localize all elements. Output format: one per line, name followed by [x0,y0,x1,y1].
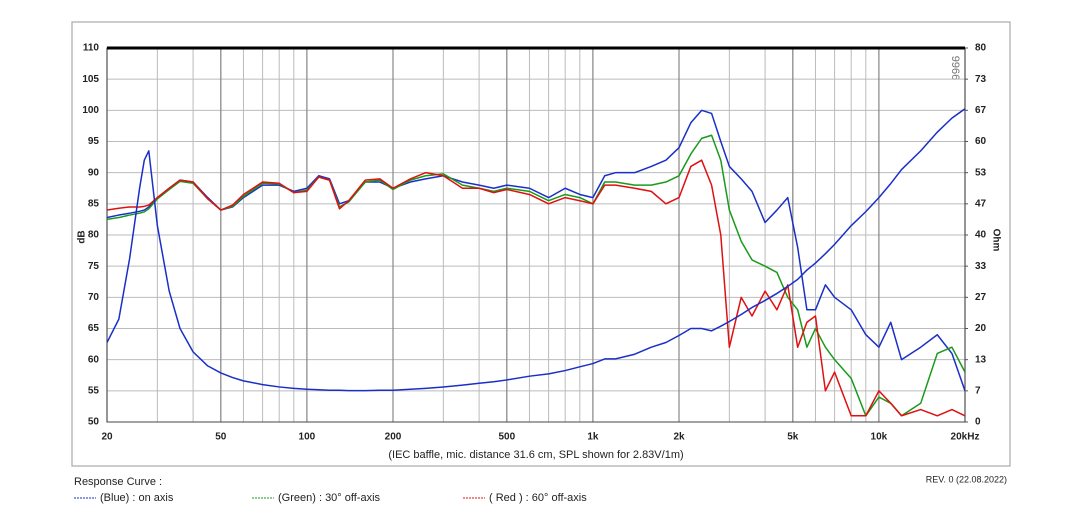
legend-label: ( Red ) : 60° off-axis [489,492,587,504]
series-line [107,109,965,392]
y2-tick-label: 80 [975,43,987,54]
y2-tick-label: 73 [975,74,987,85]
x-tick-label: 20 [101,432,113,443]
x-tick-label: 5k [787,432,799,443]
y-tick-label: 70 [88,292,100,303]
caption: (IEC baffle, mic. distance 31.6 cm, SPL … [388,449,683,461]
series-line [107,134,965,417]
x-tick-label: 100 [299,432,316,443]
legend-label: (Blue) : on axis [100,492,174,504]
y2-tick-label: 13 [975,354,987,365]
y-tick-label: 105 [82,74,99,85]
x-tick-label: 500 [498,432,515,443]
y-tick-label: 55 [88,385,100,396]
y-tick-label: 90 [88,167,100,178]
y-tick-label: 110 [83,43,100,54]
y2-tick-label: 20 [975,323,987,334]
y-tick-label: 95 [88,136,100,147]
y-tick-label: 100 [82,105,99,116]
y2-tick-label: 47 [975,198,987,209]
series-line [107,159,965,417]
frame [71,21,1011,467]
revision: REV. 0 (22.08.2022) [926,474,1007,484]
series-line [107,108,965,392]
y-tick-label: 85 [88,198,100,209]
y2-axis-label: Ohm [990,229,1001,252]
y2-tick-label: 40 [975,230,987,241]
y2-tick-label: 0 [975,417,981,428]
y-tick-label: 75 [88,261,100,272]
legend-label: (Green) : 30° off-axis [278,492,381,504]
y2-tick-label: 67 [975,105,987,116]
y-axis-label: dB [77,230,88,243]
y-tick-label: 65 [88,323,100,334]
x-tick-label: 2k [673,432,685,443]
x-tick-label: 20kHz [951,432,980,443]
plot-area [107,108,965,417]
x-tick-label: 1k [587,432,599,443]
watermark: 9966 [949,56,961,80]
x-tick-label: 200 [385,432,402,443]
y2-tick-label: 33 [975,261,987,272]
y-tick-label: 80 [88,230,100,241]
x-tick-label: 50 [215,432,227,443]
x-tick-label: 10k [871,432,888,443]
y-tick-label: 60 [88,354,100,365]
legend-title: Response Curve : [74,476,162,488]
y2-tick-label: 7 [975,385,981,396]
y2-tick-label: 27 [975,292,987,303]
y-tick-label: 50 [88,417,100,428]
y2-tick-label: 60 [975,136,987,147]
y2-tick-label: 53 [975,167,987,178]
